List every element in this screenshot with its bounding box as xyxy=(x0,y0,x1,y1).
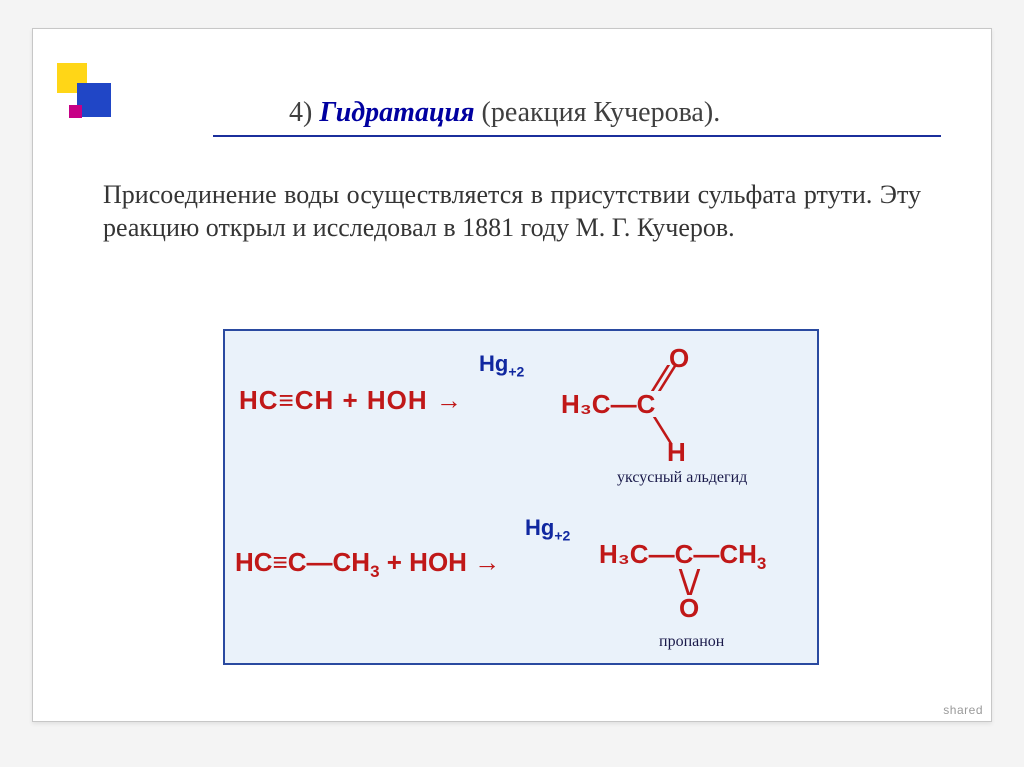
body-paragraph: Присоединение воды осуществляется в прис… xyxy=(103,179,921,244)
r1-caption: уксусный альдегид xyxy=(617,469,747,487)
catalyst-charge-2: +2 xyxy=(554,527,570,543)
r1-oxygen: O xyxy=(669,343,689,374)
catalyst-symbol: Hg xyxy=(479,351,508,376)
r2-reactants: HC≡C—CH3 + HOH → xyxy=(235,547,500,578)
r2-catalyst: Hg+2 xyxy=(525,515,570,541)
share-label: shared xyxy=(943,703,983,717)
r1-catalyst: Hg+2 xyxy=(479,351,524,377)
r2-dbl-b xyxy=(689,569,700,595)
r2-sub3-a: 3 xyxy=(370,562,379,581)
r2-sub3-b: 3 xyxy=(757,554,766,573)
r1-reactants: HC≡CH + HOH → xyxy=(239,385,463,416)
title-term: Гидратация xyxy=(319,97,474,128)
slide-title: 4) Гидратация (реакция Кучерова). xyxy=(213,97,951,129)
title-underline xyxy=(213,135,941,137)
catalyst-charge: +2 xyxy=(508,363,524,379)
logo-squares xyxy=(57,63,117,121)
r2-left: HC≡C—CH xyxy=(235,547,370,577)
r2-prod: H₃C—C—CH xyxy=(599,539,757,569)
square-magenta xyxy=(69,105,82,118)
r1-hydrogen: H xyxy=(667,437,686,468)
r1-product-structure: H₃C—C O H xyxy=(561,355,721,463)
r2-dbl-a xyxy=(679,569,690,595)
r1-arrow: → xyxy=(436,385,463,415)
r2-backbone: H₃C—C—CH3 xyxy=(599,539,766,570)
r1-left: HC≡CH + HOH xyxy=(239,385,428,415)
r2-product-structure: H₃C—C—CH3 O xyxy=(599,539,819,629)
slide: 4) Гидратация (реакция Кучерова). Присое… xyxy=(32,28,992,722)
title-suffix: (реакция Кучерова). xyxy=(482,97,721,128)
r2-plus: + HOH xyxy=(380,547,475,577)
catalyst-symbol-2: Hg xyxy=(525,515,554,540)
title-block: 4) Гидратация (реакция Кучерова). xyxy=(213,97,951,137)
square-blue xyxy=(77,83,111,117)
r2-oxygen: O xyxy=(679,593,699,624)
r2-arrow: → xyxy=(474,547,500,577)
r1-backbone: H₃C—C xyxy=(561,389,655,420)
title-number: 4) xyxy=(289,97,312,128)
chemistry-box: Hg+2 HC≡CH + HOH → H₃C—C O H уксусный ал… xyxy=(223,329,819,665)
r2-caption: пропанон xyxy=(659,633,724,651)
